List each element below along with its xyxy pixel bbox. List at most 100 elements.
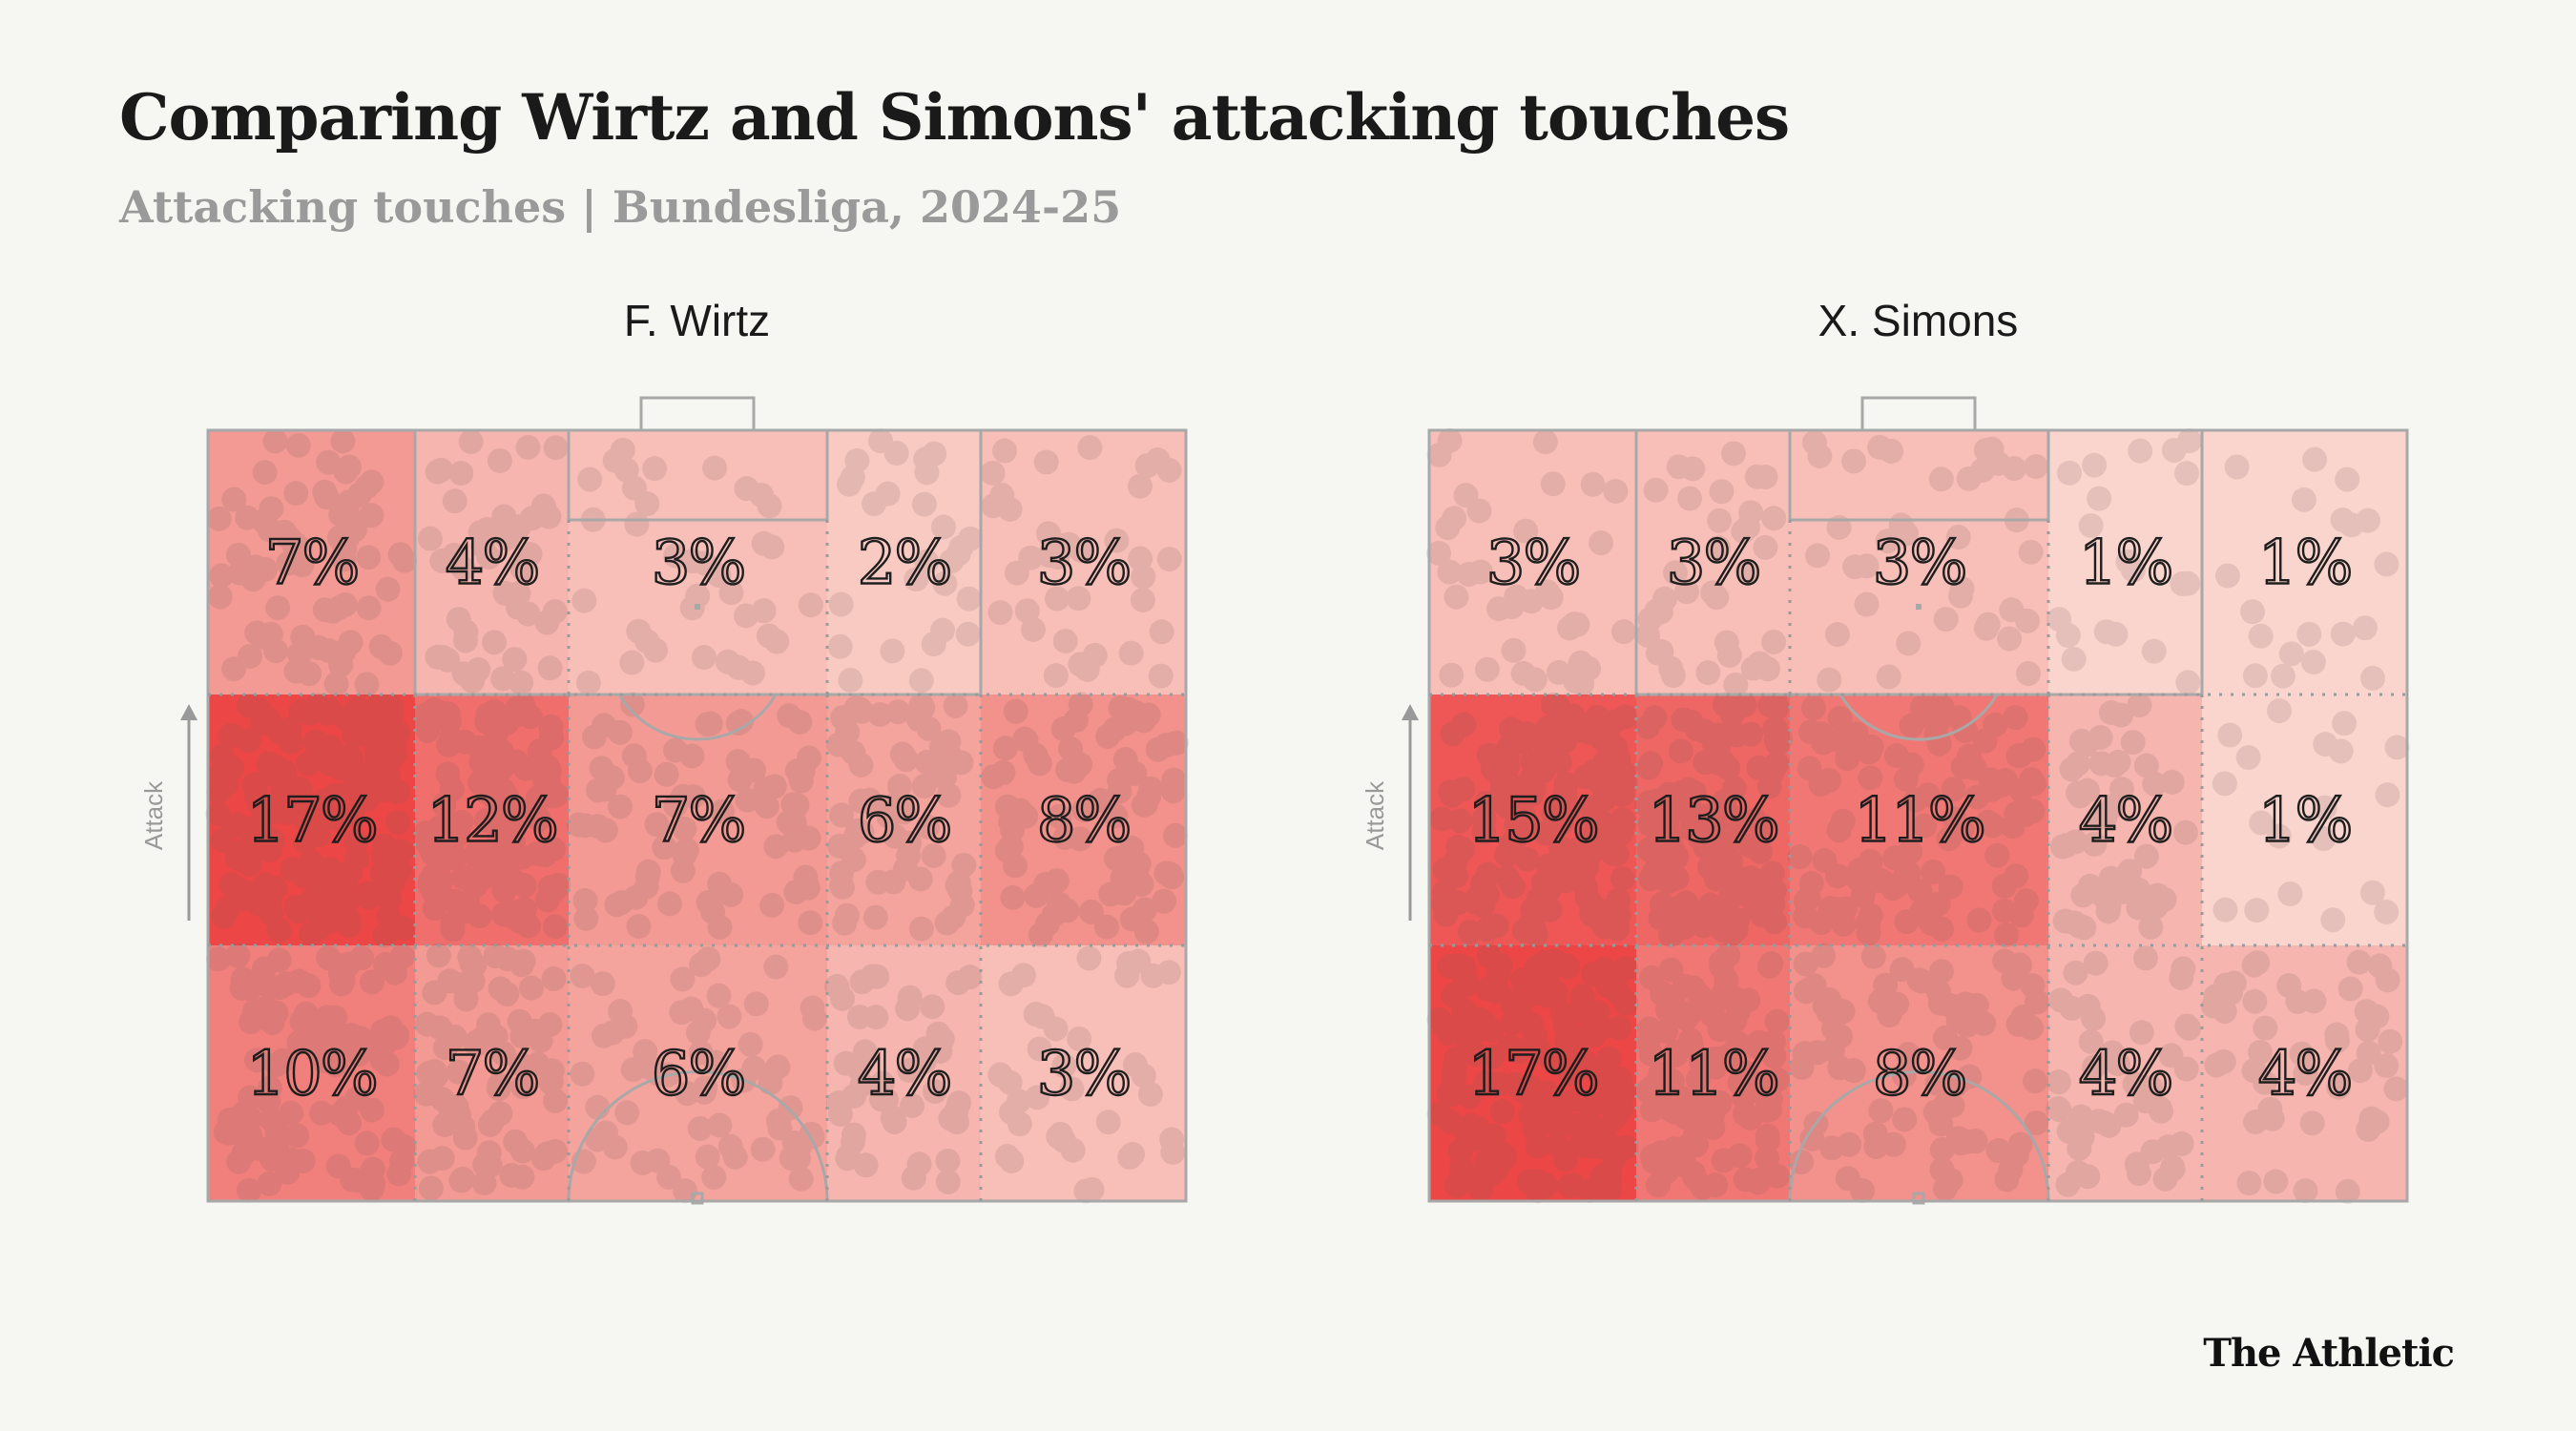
touch-dot xyxy=(490,778,516,803)
touch-dot xyxy=(743,991,769,1017)
touch-dot xyxy=(414,1011,440,1037)
touch-dot xyxy=(1591,786,1617,812)
player-name: F. Wirtz xyxy=(624,296,770,345)
touch-dot xyxy=(750,1136,776,1162)
touch-dot xyxy=(672,841,697,867)
penalty-spot xyxy=(1916,604,1922,610)
touch-dot xyxy=(483,1024,509,1049)
touch-dot xyxy=(1816,999,1841,1025)
touch-dot xyxy=(1611,809,1637,835)
touch-dot xyxy=(291,863,317,889)
touch-dot xyxy=(243,782,269,808)
touch-dot xyxy=(473,808,499,834)
touch-dot xyxy=(272,789,298,815)
touch-dot xyxy=(216,895,241,921)
touch-dot xyxy=(1732,692,1757,717)
touch-dot xyxy=(1956,743,1982,769)
touch-dot xyxy=(957,964,983,990)
touch-dot xyxy=(1681,779,1707,805)
touch-dot xyxy=(2049,834,2075,860)
touch-dot xyxy=(472,1151,498,1177)
touch-dot xyxy=(418,867,444,893)
touch-dot xyxy=(1054,898,1080,923)
touch-dot xyxy=(482,630,508,655)
touch-dot xyxy=(319,789,344,815)
touch-dot xyxy=(882,1110,907,1135)
touch-dot xyxy=(477,1111,503,1137)
touch-dot xyxy=(905,707,931,733)
touch-dot xyxy=(710,798,736,824)
touch-dot xyxy=(1439,1082,1465,1108)
touch-dot xyxy=(1493,793,1519,819)
touch-dot xyxy=(826,833,852,859)
touch-dot xyxy=(1487,952,1513,978)
heat-cell xyxy=(415,430,569,695)
touch-dot xyxy=(290,624,316,650)
touch-dot xyxy=(626,914,652,940)
touch-dot xyxy=(1133,919,1159,944)
cell-value-label: 3% xyxy=(1873,529,1966,599)
touch-dot xyxy=(613,457,639,483)
touch-dot xyxy=(1440,721,1465,747)
touch-dot xyxy=(252,956,278,982)
touch-dot xyxy=(237,976,262,1002)
touch-dot xyxy=(1701,730,1727,756)
touch-dot xyxy=(938,1106,964,1131)
touch-dot xyxy=(443,888,468,914)
touch-dot xyxy=(928,735,954,760)
touch-dot xyxy=(1909,968,1935,994)
touch-dot xyxy=(1542,983,1568,1008)
touch-dot xyxy=(312,597,338,623)
touch-dot xyxy=(1542,979,1568,1005)
touch-dot xyxy=(1701,815,1727,840)
touch-dot xyxy=(626,618,652,644)
touch-dot xyxy=(2221,970,2247,996)
touch-dot xyxy=(488,835,514,861)
touch-dot xyxy=(338,630,364,655)
touch-dot xyxy=(1643,477,1669,503)
touch-dot xyxy=(1800,695,1826,721)
touch-dot xyxy=(534,887,560,913)
touch-dot xyxy=(1738,721,1764,747)
heat-cell xyxy=(208,695,415,945)
touch-dot xyxy=(1503,987,1528,1013)
touch-dot xyxy=(1509,729,1535,755)
touch-dot xyxy=(652,835,677,861)
touch-dot xyxy=(1712,788,1737,814)
touch-dot xyxy=(680,549,706,574)
touch-dot xyxy=(998,971,1024,997)
touch-dot xyxy=(1067,826,1092,852)
touch-dot xyxy=(590,971,615,997)
touch-dot xyxy=(1521,916,1547,942)
touch-dot xyxy=(2062,910,2088,936)
touch-dot xyxy=(1642,859,1668,884)
touch-dot xyxy=(1707,508,1733,533)
touch-dot xyxy=(1471,819,1497,845)
touch-dot xyxy=(707,914,733,940)
touch-dot xyxy=(1598,712,1624,737)
touch-dot xyxy=(695,1144,720,1170)
touch-dot xyxy=(1482,1138,1507,1164)
touch-dot xyxy=(428,457,454,483)
touch-dot xyxy=(1049,532,1075,558)
touch-dot xyxy=(1912,813,1938,839)
touch-dot xyxy=(441,543,467,569)
touch-dot xyxy=(2270,663,2296,689)
touch-dot xyxy=(1723,917,1749,943)
touch-dot xyxy=(1499,716,1525,742)
touch-dot xyxy=(2244,898,2270,923)
touch-dot xyxy=(1637,606,1663,632)
touch-dot xyxy=(634,491,660,517)
touch-dot xyxy=(372,833,398,859)
touch-dot xyxy=(493,523,519,549)
touch-dot xyxy=(356,545,382,570)
touch-dot xyxy=(307,870,333,896)
touch-dot xyxy=(275,1159,301,1185)
touch-dot xyxy=(476,545,502,570)
touch-dot xyxy=(1541,800,1567,826)
touch-dot xyxy=(2301,988,2327,1014)
touch-dot xyxy=(467,520,493,546)
touch-dot xyxy=(537,1012,563,1038)
touch-dot xyxy=(435,647,461,673)
touch-dot xyxy=(1120,1141,1146,1167)
